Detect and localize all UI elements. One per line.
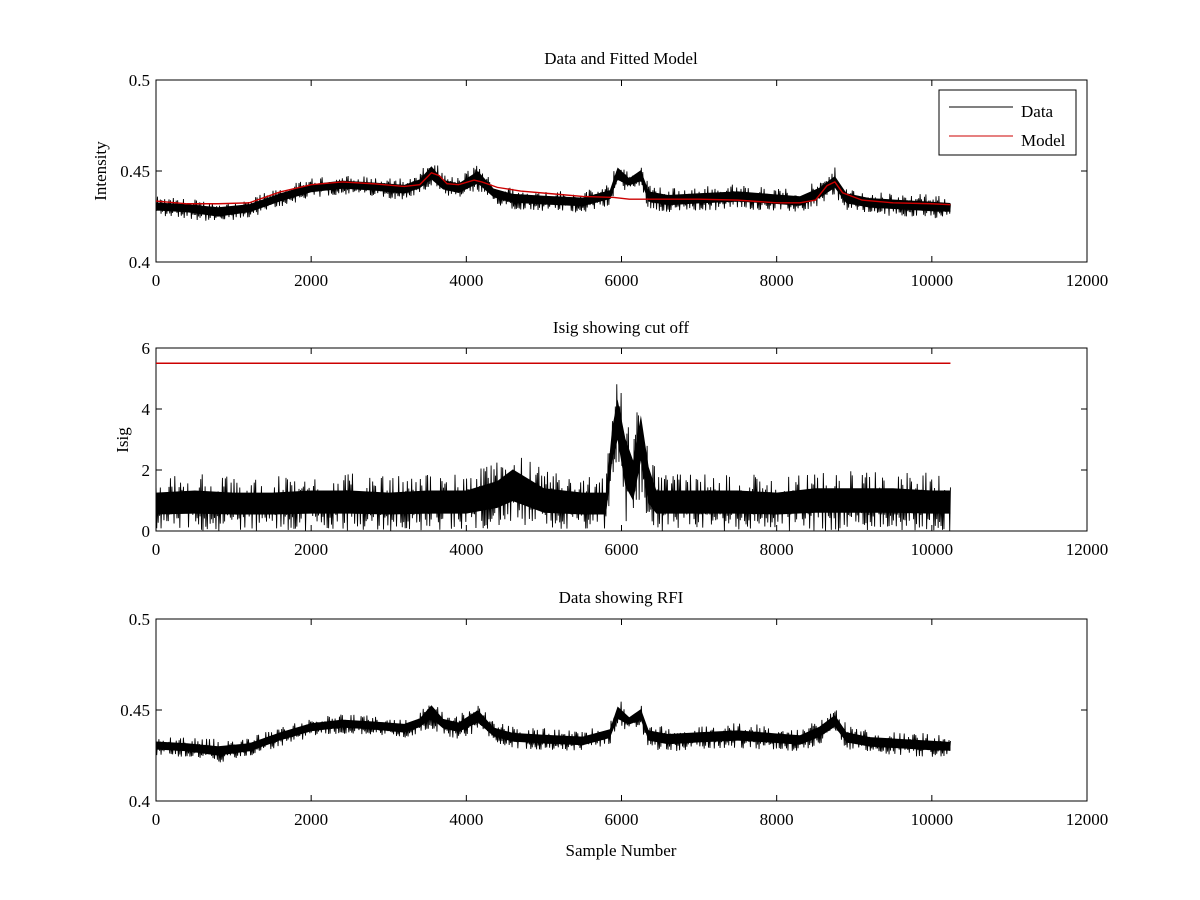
panel-isig-showing-cut-off: Isig showing cut off Isig 0 2000 4000 6000 8… [113,318,1108,559]
y-tick-label: 2 [142,461,151,480]
y-tick-label: 0 [142,522,151,541]
y-axis-label: Isig [113,427,132,453]
legend: Data Model [938,89,1077,156]
x-tick-label: 12000 [1066,540,1109,559]
panel-data-and-fitted-model: Data and Fitted Model Intensity 0 2000 400… [91,49,1108,290]
y-tick-label: 0.4 [129,792,151,811]
y-axis-label: Intensity [91,141,110,201]
x-tick-label: 8000 [760,810,794,829]
legend-label-data: Data [1021,102,1054,121]
x-tick-label: 0 [152,271,161,290]
x-tick-label: 4000 [449,271,483,290]
x-tick-label: 6000 [605,271,639,290]
y-tick-label: 4 [142,400,151,419]
chart-title: Data showing RFI [559,588,684,607]
legend-label-model: Model [1021,131,1066,150]
x-tick-label: 2000 [294,271,328,290]
chart-title: Isig showing cut off [553,318,689,337]
y-tick-label: 6 [142,339,151,358]
series-isig-band [156,399,951,515]
x-tick-label: 8000 [760,540,794,559]
x-tick-label: 10000 [911,271,954,290]
panel-data-showing-rfi: Data showing RFI Sample Number 0 2000 4000… [120,588,1108,860]
ticks-layer: 0 2000 4000 6000 8000 10000 12000 0 2 4 6 [142,339,1109,559]
chart-title: Data and Fitted Model [544,49,698,68]
series-layer [155,362,951,531]
x-tick-label: 2000 [294,540,328,559]
x-tick-label: 10000 [911,540,954,559]
y-tick-label: 0.45 [120,701,150,720]
x-tick-label: 6000 [605,540,639,559]
series-data-band [156,705,951,756]
legend-box [938,89,1077,156]
x-tick-label: 6000 [605,810,639,829]
x-tick-label: 4000 [449,540,483,559]
ticks-layer: 0 2000 4000 6000 8000 10000 12000 0.4 0.45 0.5 [120,610,1108,829]
y-tick-label: 0.4 [129,253,151,272]
ticks-layer: 0 2000 4000 6000 8000 10000 12000 0.4 0.45 0.5 [120,71,1108,290]
x-tick-label: 2000 [294,810,328,829]
x-tick-label: 8000 [760,271,794,290]
x-tick-label: 4000 [449,810,483,829]
y-tick-label: 0.5 [129,71,150,90]
series-model-line [155,172,951,206]
y-tick-label: 0.45 [120,162,150,181]
x-tick-label: 12000 [1066,810,1109,829]
x-tick-label: 12000 [1066,271,1109,290]
x-tick-label: 0 [152,540,161,559]
x-tick-label: 0 [152,810,161,829]
series-data-band [156,166,951,217]
series-layer [155,701,951,763]
x-axis-label: Sample Number [566,841,677,860]
x-tick-label: 10000 [911,810,954,829]
y-tick-label: 0.5 [129,610,150,629]
series-layer [155,165,951,221]
